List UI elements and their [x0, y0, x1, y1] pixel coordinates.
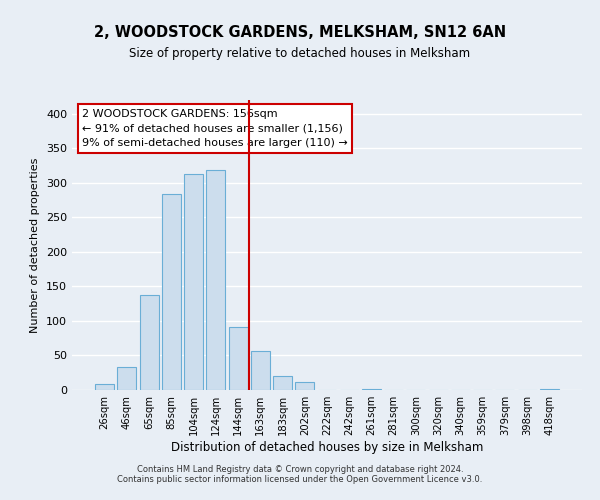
Bar: [273, 376, 292, 390]
Bar: [295, 382, 314, 390]
Bar: [95, 384, 114, 390]
Bar: [362, 388, 381, 390]
Bar: [162, 194, 181, 390]
Text: Contains public sector information licensed under the Open Government Licence v3: Contains public sector information licen…: [118, 476, 482, 484]
Bar: [251, 350, 270, 390]
Bar: [206, 170, 225, 390]
Y-axis label: Number of detached properties: Number of detached properties: [31, 158, 40, 332]
Bar: [229, 327, 248, 390]
Text: 2, WOODSTOCK GARDENS, MELKSHAM, SN12 6AN: 2, WOODSTOCK GARDENS, MELKSHAM, SN12 6AN: [94, 25, 506, 40]
X-axis label: Distribution of detached houses by size in Melksham: Distribution of detached houses by size …: [171, 441, 483, 454]
Text: Size of property relative to detached houses in Melksham: Size of property relative to detached ho…: [130, 48, 470, 60]
Bar: [118, 366, 136, 390]
Text: 2 WOODSTOCK GARDENS: 156sqm
← 91% of detached houses are smaller (1,156)
9% of s: 2 WOODSTOCK GARDENS: 156sqm ← 91% of det…: [82, 108, 348, 148]
Bar: [184, 174, 203, 390]
Bar: [140, 294, 158, 390]
Bar: [540, 388, 559, 390]
Text: Contains HM Land Registry data © Crown copyright and database right 2024.: Contains HM Land Registry data © Crown c…: [137, 466, 463, 474]
